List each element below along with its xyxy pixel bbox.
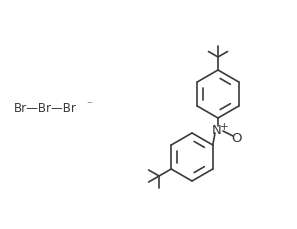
Text: ⁻: ⁻ (86, 100, 91, 109)
Text: O: O (232, 132, 242, 145)
Text: Br—Br—Br: Br—Br—Br (14, 101, 77, 114)
Text: +: + (220, 121, 228, 131)
Text: N: N (212, 124, 222, 137)
